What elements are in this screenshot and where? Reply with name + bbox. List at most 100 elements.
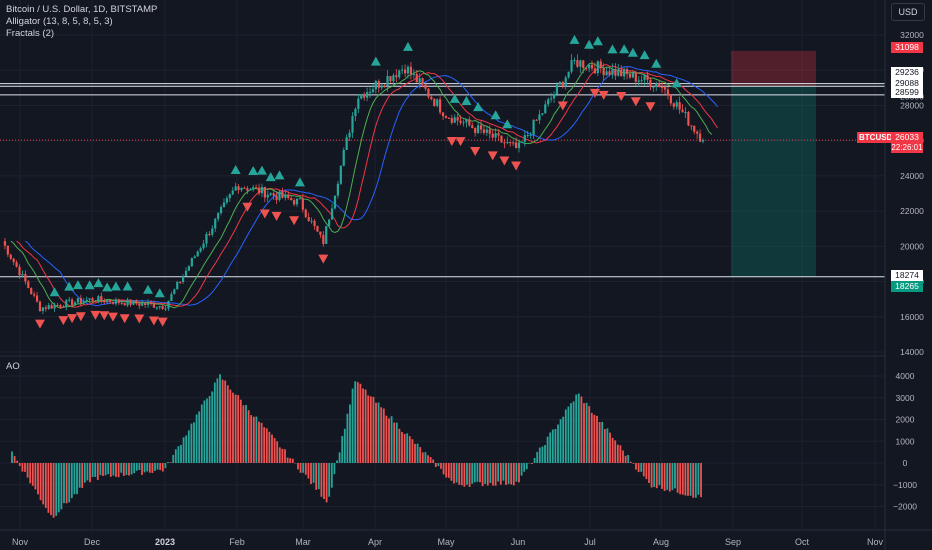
fractal-up-marker	[64, 281, 75, 291]
ao-bar	[16, 460, 19, 463]
fractal-up-marker	[607, 44, 618, 54]
candle-body	[38, 301, 42, 311]
alligator-legend[interactable]: Alligator (13, 8, 5, 8, 5, 3)	[6, 16, 113, 27]
fractal-down-marker	[90, 310, 101, 320]
ao-bar	[299, 463, 302, 473]
fractal-up-marker	[110, 281, 121, 291]
candle-body	[377, 81, 380, 88]
candle-body	[106, 300, 109, 303]
ao-bar	[73, 463, 76, 495]
candles	[3, 54, 705, 315]
ao-bar	[242, 405, 245, 463]
ao-bar	[330, 463, 333, 488]
ao-bar	[486, 463, 489, 486]
candle-body	[371, 89, 375, 92]
fractal-down-marker	[58, 316, 69, 326]
candle-body	[56, 305, 59, 307]
candle-body	[538, 114, 541, 121]
fractals-legend[interactable]: Fractals (2)	[6, 28, 55, 39]
candle-body	[252, 187, 255, 190]
symbol-title[interactable]: Bitcoin / U.S. Dollar, 1D, BITSTAMP	[6, 4, 158, 15]
ao-bar	[655, 463, 658, 489]
ao-bar	[692, 463, 695, 498]
candle-body	[409, 66, 413, 75]
ao-bar	[645, 463, 648, 480]
ao-bar	[499, 463, 502, 485]
candle-body	[687, 111, 690, 126]
currency-button[interactable]: USD	[891, 3, 925, 21]
candle-body	[611, 69, 614, 75]
candle-body	[590, 64, 594, 69]
ao-bar	[437, 463, 440, 467]
symbol-price-tag: BTCUSD	[857, 132, 895, 143]
candle-body	[465, 119, 468, 123]
short-position-tool	[731, 50, 816, 277]
candle-body	[401, 69, 404, 71]
ao-bar	[559, 419, 562, 463]
ao-bar	[484, 463, 487, 484]
ao-bar	[180, 444, 182, 463]
candle-body	[564, 77, 567, 87]
ao-bar	[336, 460, 338, 463]
candle-body	[640, 80, 643, 82]
fractal-up-marker	[584, 39, 595, 49]
candle-body	[541, 113, 544, 115]
candle-body	[579, 60, 582, 67]
candle-body	[237, 186, 240, 191]
fractal-up-marker	[592, 36, 603, 46]
ao-bar	[505, 463, 507, 485]
ao-bar	[557, 424, 559, 463]
ao-legend[interactable]: AO	[6, 361, 20, 372]
ao-bar	[541, 446, 544, 463]
price-axis-label: 14000	[900, 347, 924, 357]
ao-bar	[377, 402, 380, 463]
ao-bar	[57, 463, 60, 513]
candle-body	[453, 117, 456, 123]
ao-bar	[494, 463, 497, 486]
fractal-up-marker	[569, 34, 580, 44]
candle-body	[272, 193, 275, 196]
fractal-up-marker	[490, 110, 501, 120]
ao-bar	[99, 463, 102, 476]
ao-bar	[375, 402, 377, 463]
candle-body	[21, 274, 24, 276]
candle-body	[214, 218, 217, 229]
ao-bar	[117, 463, 120, 478]
ao-bar	[112, 463, 115, 476]
ao-bar	[466, 463, 468, 485]
candle-body	[114, 299, 118, 304]
ao-bar	[341, 435, 344, 463]
ao-bar	[538, 447, 541, 463]
candle-body	[476, 125, 480, 133]
candle-body	[570, 60, 573, 72]
ao-bar	[372, 396, 375, 463]
ao-bar	[588, 406, 591, 463]
ao-bar	[432, 459, 435, 463]
ao-bar	[172, 454, 175, 463]
time-axis-label: Feb	[229, 537, 245, 547]
candle-body	[263, 187, 266, 198]
fractal-up-marker	[93, 278, 104, 288]
candle-body	[587, 64, 591, 69]
ao-bar	[388, 418, 390, 463]
ao-bar	[104, 463, 107, 476]
candle-body	[514, 142, 518, 149]
ao-bar	[593, 414, 596, 463]
candle-body	[532, 119, 535, 135]
ao-bar	[393, 422, 396, 463]
fractal-down-marker	[242, 202, 253, 212]
candle-body	[190, 258, 193, 267]
candle-body	[316, 226, 319, 232]
ao-bar	[603, 429, 606, 463]
ao-bar	[661, 463, 663, 489]
ao-axis-label: 4000	[896, 371, 915, 381]
ao-bar	[382, 408, 385, 463]
ao-axis-label: 3000	[896, 393, 915, 403]
candle-body	[456, 117, 459, 121]
ao-bar	[564, 409, 567, 463]
candle-body	[164, 308, 167, 310]
candle-body	[608, 71, 611, 75]
ao-bar	[445, 463, 448, 478]
level-price-tag: 29088	[891, 78, 923, 89]
